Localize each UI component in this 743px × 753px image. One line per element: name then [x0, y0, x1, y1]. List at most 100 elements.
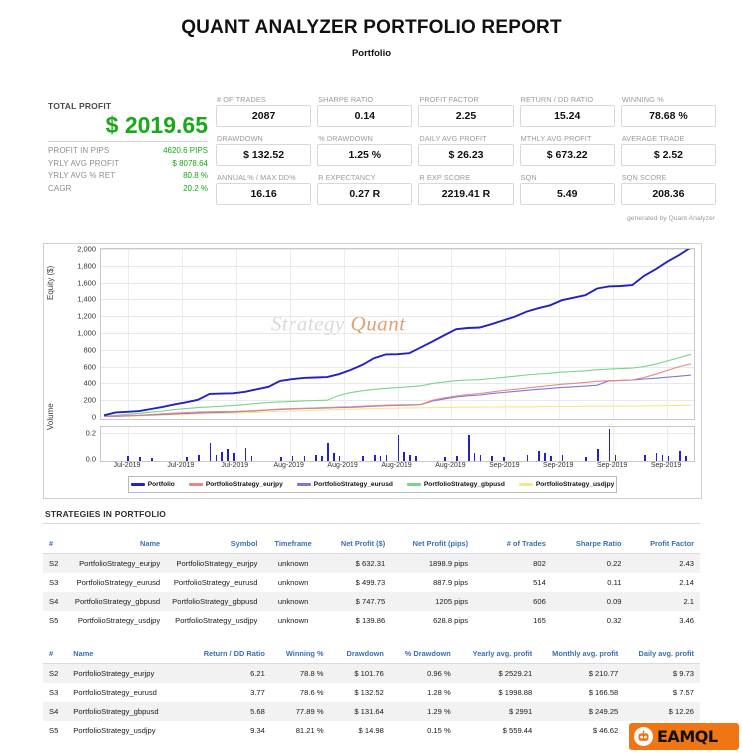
- legend-item[interactable]: PortfolioStrategy_gbpusd: [406, 481, 505, 488]
- table-row[interactable]: S4 PortfolioStrategy_gbpusd 5.68 77.89 % $ 1…: [43, 702, 700, 721]
- legend-item[interactable]: Portfolio: [130, 481, 175, 488]
- generated-by-note: generated by Quant Analyzer: [626, 215, 715, 222]
- x-tick-label: Sep-2019: [489, 462, 520, 469]
- column-header[interactable]: Name: [67, 645, 198, 664]
- table-row[interactable]: S5 PortfolioStrategy_usdjpy PortfolioStrat…: [43, 611, 700, 630]
- column-header[interactable]: Profit Factor: [627, 535, 700, 554]
- column-header[interactable]: #: [43, 535, 69, 554]
- table-cell: 77.89 %: [270, 702, 330, 721]
- kpi-value: 208.36: [652, 188, 685, 200]
- table-row[interactable]: S4 PortfolioStrategy_gbpusd PortfolioStrat…: [43, 592, 700, 611]
- gridline: [181, 249, 183, 419]
- gridline: [451, 249, 453, 419]
- gridline: [667, 427, 669, 461]
- volume-bar: [209, 443, 212, 461]
- column-header[interactable]: Symbol: [166, 535, 264, 554]
- table-cell: S5: [49, 616, 59, 625]
- column-header[interactable]: % Drawdown: [389, 645, 457, 664]
- kpi-label: ANNUAL% / MAX DD%: [217, 173, 296, 182]
- gridline: [289, 427, 291, 461]
- table-cell: unknown: [263, 592, 323, 611]
- metric-value: 4620.6 PIPS: [163, 146, 208, 156]
- kpi-label: DRAWDOWN: [217, 134, 263, 143]
- table-cell: $ 9.73: [624, 663, 700, 683]
- kpi-label: R EXPECTANCY: [318, 173, 376, 182]
- equity-y-axis-label: Equity ($): [46, 265, 55, 300]
- table-row[interactable]: S3 PortfolioStrategy_eurusd 3.77 78.6 % $ 13…: [43, 683, 700, 702]
- volume-bar: [561, 454, 564, 461]
- volume-bar: [644, 454, 646, 461]
- gridline: [343, 427, 345, 461]
- kpi-value: 78.68 %: [649, 110, 688, 122]
- table-row[interactable]: S2 PortfolioStrategy_eurjpy PortfolioStrat…: [43, 553, 700, 573]
- kpi-value-box: $ 673.22: [519, 144, 615, 166]
- x-tick-label: Sep-2019: [650, 462, 682, 469]
- legend-item[interactable]: PortfolioStrategy_eurjpy: [188, 481, 283, 488]
- metric-value: 80.8 %: [183, 171, 208, 181]
- column-header[interactable]: Return / DD Ratio: [197, 645, 271, 664]
- column-header[interactable]: Yearly avg. profit: [456, 645, 539, 664]
- kpi-label: PROFIT FACTOR: [419, 95, 479, 104]
- strategies-table-performance: # Name Symbol Timeframe Net Profit ($) Net Pr…: [43, 535, 700, 630]
- table-row[interactable]: S3 PortfolioStrategy_eurusd PortfolioStrat…: [43, 573, 700, 592]
- column-header[interactable]: #: [43, 645, 68, 664]
- table-cell: 5.68: [197, 702, 271, 721]
- table-row[interactable]: S5 PortfolioStrategy_usdjpy 9.34 81.21 % $ 1…: [43, 721, 700, 740]
- legend-item[interactable]: PortfolioStrategy_usdjpy: [518, 481, 615, 488]
- logo-text: EAMQL: [657, 727, 718, 746]
- equity-series: [103, 249, 692, 417]
- table-row[interactable]: S2 PortfolioStrategy_eurjpy 6.21 78.8 % $ 10…: [43, 663, 700, 683]
- volume-bar: [473, 453, 476, 461]
- equity-y-axis-ticks: 0 200 400 600 800 1,000 1,200 1,400 1,600 1,800 2,…: [56, 244, 98, 422]
- report-page: QUANT ANALYZER PORTFOLIO REPORT Portfoli…: [0, 17, 743, 753]
- column-header[interactable]: Sharpe Ratio: [551, 535, 628, 554]
- table-cell: unknown: [263, 553, 323, 573]
- kpi-card: SQN SCORE 208.36: [620, 173, 717, 205]
- column-header[interactable]: Net Profit ($): [322, 535, 392, 554]
- gridline: [451, 427, 453, 461]
- x-tick-label: Aug-2019: [381, 462, 412, 469]
- table-cell: S3: [49, 578, 59, 587]
- volume-bar: [491, 455, 493, 461]
- gridline: [505, 427, 507, 461]
- kpi-label: MTHLY AVG PROFIT: [520, 134, 592, 143]
- legend-swatch: [188, 483, 203, 486]
- column-header[interactable]: Drawdown: [329, 645, 390, 664]
- table-cell: 887.9 pips: [433, 578, 469, 587]
- volume-bar: [233, 453, 235, 461]
- table-cell: $ 632.31: [322, 553, 392, 573]
- column-header[interactable]: Net Profit (pips): [391, 535, 475, 554]
- y-tick-label: 1,600: [77, 278, 96, 288]
- gridline: [613, 249, 615, 419]
- metric-label: PROFIT IN PIPS: [48, 146, 110, 156]
- legend-label: PortfolioStrategy_usdjpy: [535, 481, 615, 488]
- legend-item[interactable]: PortfolioStrategy_eurusd: [296, 481, 393, 488]
- volume-bar: [127, 455, 130, 461]
- table-cell: $ 166.58: [588, 688, 619, 697]
- y-tick-label: 2,000: [77, 244, 96, 254]
- y-tick-label: 400: [83, 378, 96, 388]
- volume-bar: [409, 454, 411, 461]
- table-cell: $ 747.75: [322, 592, 392, 611]
- column-header[interactable]: Winning %: [270, 645, 330, 664]
- kpi-card: R EXP SCORE 2219.41 R: [418, 173, 514, 205]
- volume-bar: [655, 453, 658, 461]
- legend-label: Portfolio: [147, 481, 175, 488]
- table-cell: S2: [43, 663, 68, 683]
- column-header[interactable]: # of Trades: [474, 535, 552, 554]
- column-header[interactable]: Timeframe: [263, 535, 323, 554]
- column-header[interactable]: Monthly avg. profit: [538, 645, 625, 664]
- volume-tick-label: 0.2: [85, 428, 96, 438]
- volume-bar: [362, 455, 364, 461]
- kpi-row: ANNUAL% / MAX DD% 16.16 R EXPECTANCY 0.27 R…: [216, 173, 717, 205]
- kpi-label: DAILY AVG PROFIT: [419, 134, 487, 143]
- metric-label: YRLY AVG % RET: [48, 171, 116, 181]
- volume-y-axis-ticks: 0.0 0.2: [56, 426, 98, 464]
- column-header[interactable]: Daily avg. profit: [624, 645, 700, 664]
- table-cell: 1205 pips: [391, 592, 475, 611]
- kpi-label: R EXP SCORE: [419, 173, 471, 182]
- metric-row: YRLY AVG % RET 80.8 %: [48, 170, 208, 183]
- kpi-value-box: 1.25 %: [317, 144, 413, 166]
- column-header[interactable]: Name: [68, 535, 167, 554]
- table-cell: $ 499.73: [355, 578, 386, 587]
